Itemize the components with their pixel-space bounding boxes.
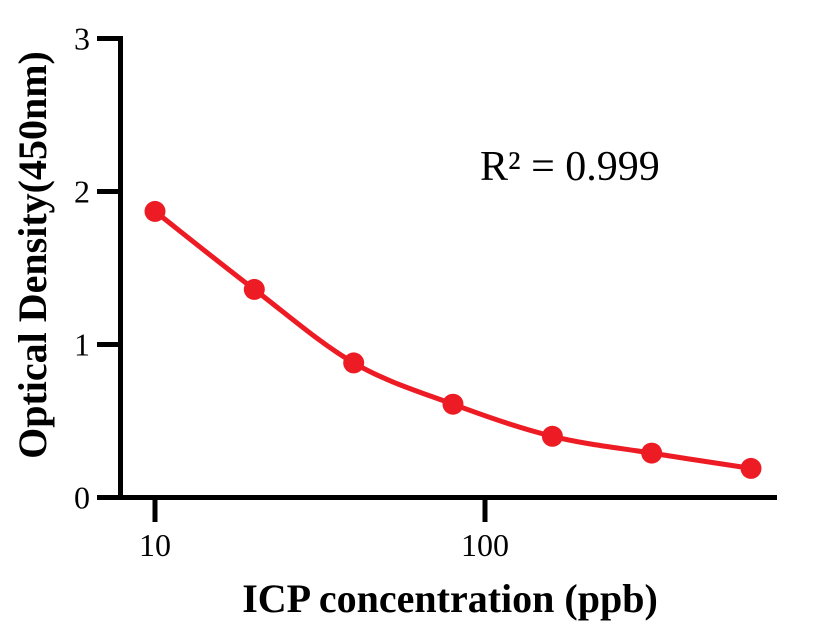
data-point-80ppb	[442, 393, 464, 415]
x-axis-title: ICP concentration (ppb)	[242, 576, 658, 621]
y-tick-label: 1	[74, 327, 90, 363]
data-point-40ppb	[343, 352, 365, 374]
x-tick-label: 100	[461, 527, 509, 563]
y-tick-label: 3	[74, 21, 90, 57]
data-point-640ppb	[740, 457, 762, 479]
y-tick-label: 0	[74, 480, 90, 516]
y-tick-label: 2	[74, 174, 90, 210]
y-axis-title: Optical Density(450nm)	[10, 51, 55, 459]
r-squared-annotation: R² = 0.999	[480, 144, 660, 190]
data-point-10ppb	[144, 200, 166, 222]
data-point-320ppb	[641, 442, 663, 464]
data-point-20ppb	[243, 278, 265, 300]
fitted-curve	[152, 208, 754, 471]
data-point-160ppb	[541, 425, 563, 447]
x-tick-label: 10	[139, 527, 171, 563]
